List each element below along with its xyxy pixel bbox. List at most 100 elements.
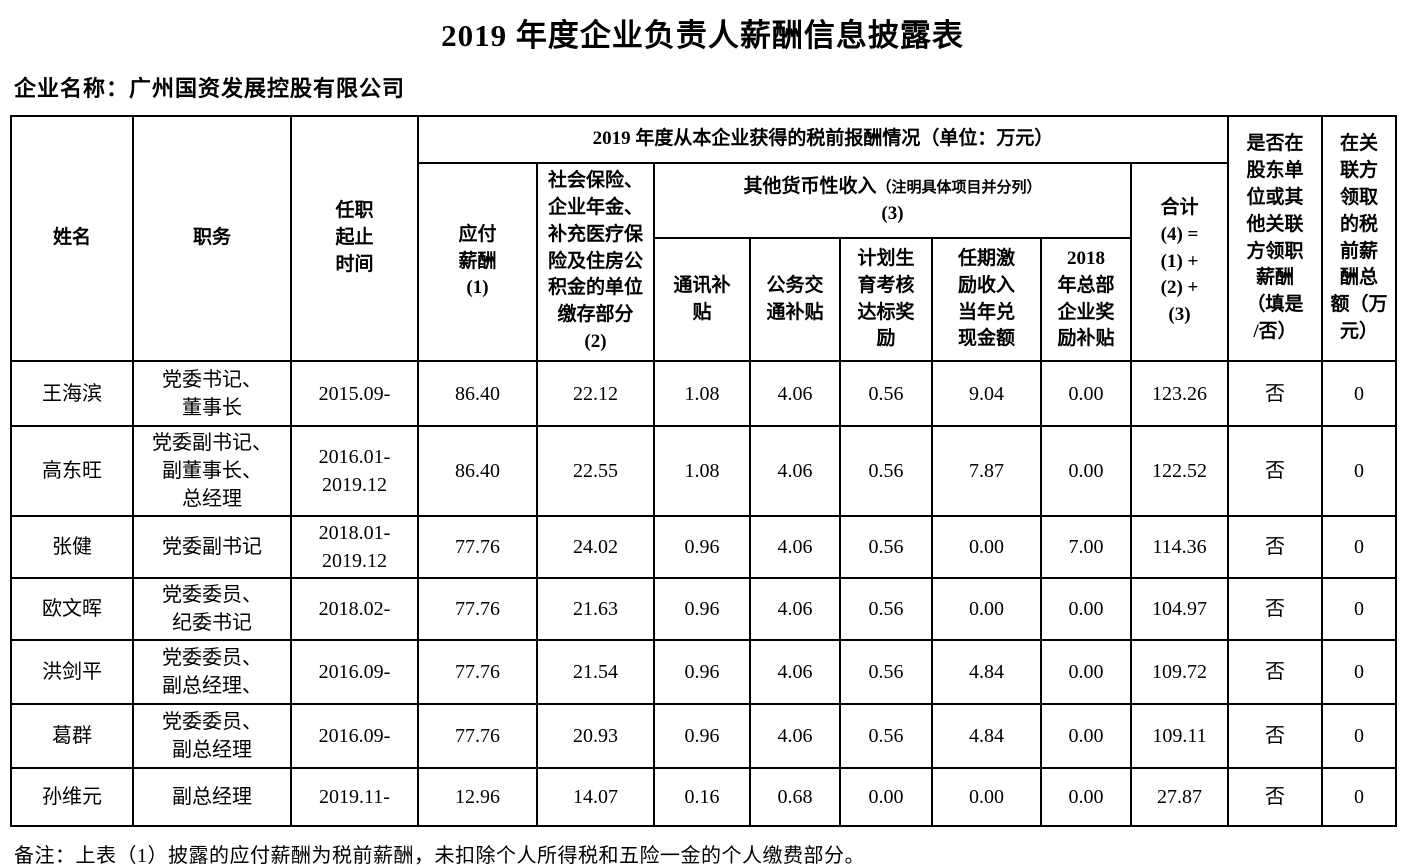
company-line: 企业名称：广州国资发展控股有限公司 [14,71,1395,103]
cell-family: 0.56 [839,703,933,769]
cell-position: 副总经理 [132,767,292,827]
cell-comm: 1.08 [653,425,751,517]
cell-comm: 0.96 [653,639,751,705]
cell-term: 2016.01- 2019.12 [290,425,419,517]
cell-tenure: 0.00 [931,515,1042,579]
cell-term: 2018.01- 2019.12 [290,515,419,579]
cell-shareholder: 否 [1227,425,1324,517]
cell-position: 党委委员、 副总经理、 [132,639,292,705]
footnote-text: 备注：上表（1）披露的应付薪酬为税前薪酬，未扣除个人所得税和五险一金的个人缴费部… [14,845,865,867]
cell-transport: 4.06 [749,703,841,769]
cell-total: 109.72 [1129,639,1230,705]
cell-payable: 86.40 [417,360,538,427]
cell-tenure: 0.00 [931,577,1042,641]
cell-transport: 4.06 [749,515,841,579]
cell-social: 14.07 [536,767,655,827]
header-tenure-incentive: 任期激 励收入 当年兑 现金额 [931,237,1042,362]
header-other-income-num: (3) [881,202,904,224]
cell-related: 0 [1321,639,1398,705]
cell-shareholder: 否 [1227,767,1324,827]
cell-transport: 4.06 [749,639,841,705]
cell-position: 党委委员、 纪委书记 [132,577,292,641]
cell-family: 0.56 [839,639,933,705]
cell-total: 123.26 [1129,360,1230,427]
cell-transport: 0.68 [749,767,841,827]
cell-hq2018: 0.00 [1040,639,1132,705]
cell-hq2018: 0.00 [1040,577,1132,641]
cell-transport: 4.06 [749,425,841,517]
salary-table: 姓名 职务 任职 起止 时间 2019 年度从本企业获得的税前报酬情况（单位：万… [10,115,1398,827]
header-related-party-total: 在关 联方 领取 的税 前薪 酬总 额（万 元） [1321,115,1398,362]
cell-tenure: 4.84 [931,703,1042,769]
cell-hq2018: 7.00 [1040,515,1132,579]
header-hq-award-2018: 2018 年总部 企业奖 励补贴 [1040,237,1132,362]
cell-total: 114.36 [1129,515,1230,579]
cell-hq2018: 0.00 [1040,703,1132,769]
header-row-2: 应付 薪酬 (1) 社会保险、 企业年金、 补充医疗保 险及住房公 积金的单位 … [11,162,1396,362]
cell-payable: 12.96 [417,767,538,827]
header-other-income: 其他货币性收入（注明具体项目并分列） (3) [653,162,1132,239]
cell-tenure: 9.04 [931,360,1042,427]
header-shareholder-paid: 是否在 股东单 位或其 他关联 方领职 薪酬 （填是 /否） [1227,115,1324,362]
cell-position: 党委书记、 董事长 [132,360,292,427]
cell-name: 欧文晖 [10,577,134,641]
company-label: 企业名称： [14,76,130,101]
header-other-income-note: （注明具体项目并分列） [876,179,1042,196]
cell-comm: 0.16 [653,767,751,827]
cell-hq2018: 0.00 [1040,767,1132,827]
cell-term: 2016.09- [290,639,419,705]
header-row-3: 通讯补 贴 公务交 通补贴 计划生 育考核 达标奖 励 任期激 励收入 当年兑 … [11,237,1396,362]
header-position: 职务 [132,115,292,362]
cell-shareholder: 否 [1227,639,1324,705]
cell-social: 22.55 [536,425,655,517]
cell-name: 张健 [10,515,134,579]
cell-position: 党委副书记 [132,515,292,579]
cell-shareholder: 否 [1227,360,1324,427]
cell-shareholder: 否 [1227,577,1324,641]
header-total: 合计 (4) = (1) + (2) + (3) [1129,162,1230,362]
cell-family: 0.56 [839,425,933,517]
cell-name: 王海滨 [10,360,134,427]
cell-name: 洪剑平 [10,639,134,705]
header-family-planning-award: 计划生 育考核 达标奖 励 [839,237,933,362]
header-row-1: 姓名 职务 任职 起止 时间 2019 年度从本企业获得的税前报酬情况（单位：万… [10,115,1398,362]
cell-term: 2015.09- [290,360,419,427]
cell-total: 109.11 [1129,703,1230,769]
cell-related: 0 [1321,767,1398,827]
cell-related: 0 [1321,515,1398,579]
cell-name: 孙维元 [10,767,134,827]
cell-tenure: 7.87 [931,425,1042,517]
cell-social: 21.54 [536,639,655,705]
table-row: 孙维元 副总经理 2019.11- 12.96 14.07 0.16 0.68 … [10,767,1398,827]
cell-total: 27.87 [1129,767,1230,827]
table-row: 高东旺 党委副书记、 副董事长、 总经理 2016.01- 2019.12 86… [10,425,1398,517]
header-name: 姓名 [10,115,134,362]
header-other-income-main: 其他货币性收入 [743,175,877,197]
cell-payable: 77.76 [417,639,538,705]
page-title: 2019 年度企业负责人薪酬信息披露表 [441,18,964,53]
table-row: 洪剑平 党委委员、 副总经理、 2016.09- 77.76 21.54 0.9… [10,639,1398,705]
cell-shareholder: 否 [1227,703,1324,769]
cell-term: 2019.11- [290,767,419,827]
table-row: 欧文晖 党委委员、 纪委书记 2018.02- 77.76 21.63 0.96… [10,577,1398,641]
cell-hq2018: 0.00 [1040,360,1132,427]
cell-total: 104.97 [1129,577,1230,641]
cell-tenure: 0.00 [931,767,1042,827]
header-term: 任职 起止 时间 [290,115,419,362]
company-name: 广州国资发展控股有限公司 [129,76,406,101]
cell-social: 20.93 [536,703,655,769]
cell-transport: 4.06 [749,577,841,641]
cell-payable: 77.76 [417,703,538,769]
cell-name: 葛群 [10,703,134,769]
cell-social: 24.02 [536,515,655,579]
cell-related: 0 [1321,360,1398,427]
cell-payable: 77.76 [417,515,538,579]
cell-family: 0.56 [839,577,933,641]
cell-payable: 86.40 [417,425,538,517]
cell-comm: 0.96 [653,703,751,769]
header-pretax-group: 2019 年度从本企业获得的税前报酬情况（单位：万元） [416,115,1230,164]
cell-position: 党委副书记、 副董事长、 总经理 [132,425,292,517]
cell-related: 0 [1321,703,1398,769]
cell-name: 高东旺 [10,425,134,517]
cell-term: 2018.02- [290,577,419,641]
